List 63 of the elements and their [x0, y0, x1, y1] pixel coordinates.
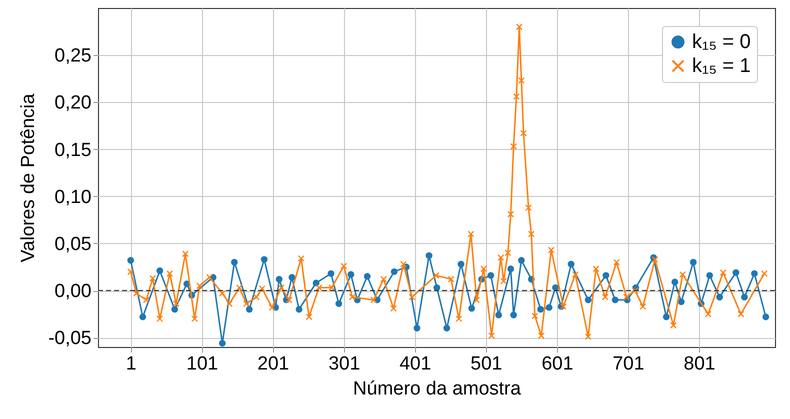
point [518, 257, 525, 264]
y-tick-label: -0,05 [48, 328, 92, 350]
y-tick-label: 0,05 [54, 234, 92, 255]
point [312, 280, 320, 286]
x-tick-label: 101 [186, 354, 218, 374]
point [246, 306, 253, 313]
point [443, 324, 450, 332]
point [288, 274, 296, 281]
point [296, 306, 302, 313]
legend-label: k₁₅ = 1 [692, 55, 751, 77]
point [741, 294, 748, 300]
point [678, 298, 685, 306]
point [602, 272, 610, 279]
x-tick-label: 201 [257, 354, 290, 374]
y-tick-label: 0,15 [54, 140, 92, 161]
x-tick-label: 801 [684, 354, 716, 374]
point [260, 256, 268, 263]
point [671, 278, 678, 286]
point [171, 306, 178, 313]
point [364, 273, 371, 280]
point [546, 304, 552, 311]
point [732, 269, 740, 276]
point [716, 294, 723, 300]
point [127, 257, 134, 264]
y-tick-label: 0,20 [54, 92, 92, 114]
point [706, 272, 713, 279]
point [584, 296, 592, 304]
point [328, 270, 334, 277]
y-tick-label: 0,00 [54, 281, 92, 302]
point [487, 272, 494, 279]
y-tick-label: 0,10 [54, 186, 92, 208]
x-tick-label: 401 [399, 354, 432, 374]
point [156, 267, 164, 274]
x-tick-label: 1 [126, 354, 136, 374]
point [139, 314, 146, 320]
point [495, 312, 502, 318]
point [348, 271, 354, 278]
point [414, 324, 420, 332]
point [612, 296, 619, 304]
point [426, 252, 432, 260]
point [510, 312, 517, 318]
point [276, 276, 283, 283]
point [568, 260, 574, 268]
point [390, 268, 398, 276]
point [537, 306, 544, 313]
x-tick-label: 301 [328, 354, 360, 374]
y-tick-label: 0,25 [54, 46, 92, 67]
legend-label: k₁₅ = 0 [692, 31, 751, 53]
x-tick-label: 501 [470, 354, 502, 374]
point [218, 340, 226, 347]
point [751, 270, 758, 277]
point [762, 314, 770, 320]
x-tick-label: 601 [542, 354, 574, 374]
x-tick-label: 701 [612, 354, 644, 374]
point [662, 314, 670, 320]
point [507, 265, 514, 272]
point [335, 300, 342, 308]
point [458, 260, 464, 268]
x-axis-title: Número da amostra [353, 378, 522, 400]
y-axis-title: Valores de Potência [18, 93, 40, 262]
point [690, 258, 697, 266]
point [468, 305, 476, 312]
point [231, 258, 238, 266]
